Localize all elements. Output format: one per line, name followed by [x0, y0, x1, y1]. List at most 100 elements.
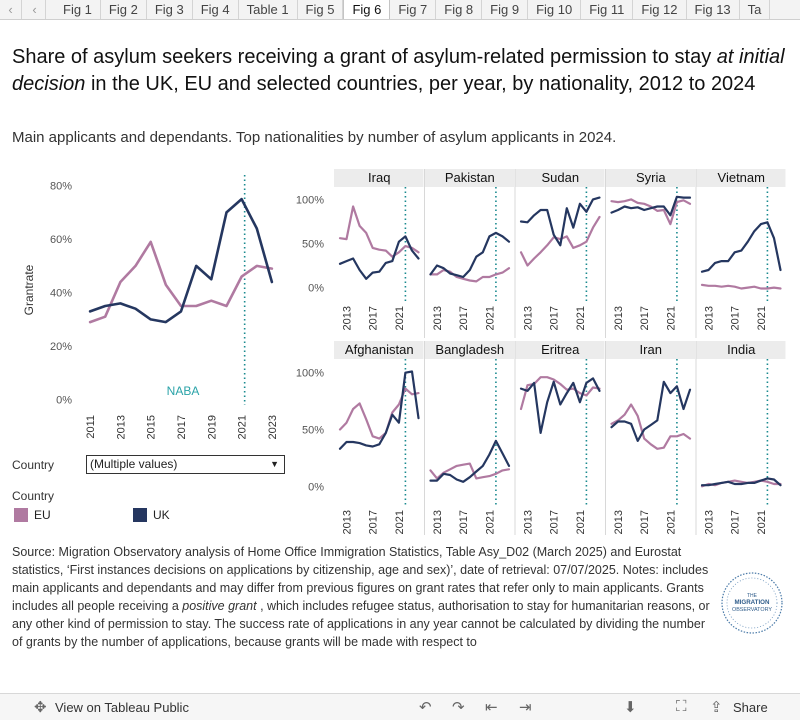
y-tick-label: 40%	[50, 288, 72, 300]
panel-header-bg	[605, 341, 695, 359]
panel-iran[interactable]: Iran 2013 2017 2021	[605, 341, 696, 535]
x-tick-label: 2017	[368, 306, 380, 330]
x-tick-label: 2017	[730, 306, 742, 330]
x-tick-label: 2021	[756, 306, 768, 330]
annotation-naba: NABA	[167, 384, 200, 398]
panel-header-bg	[696, 341, 786, 359]
page-subtitle: Main applicants and dependants. Top nati…	[12, 129, 617, 146]
x-tick-label: 2013	[523, 306, 535, 330]
title-part1: Share of asylum seekers receiving a gran…	[12, 46, 717, 68]
x-tick-label: 2021	[237, 415, 249, 439]
y-tick-label: 0%	[308, 283, 324, 295]
panel-header-bg	[605, 169, 695, 187]
panel-title: India	[727, 342, 756, 357]
x-tick-label: 2017	[458, 510, 470, 534]
tab-fig-7[interactable]: Fig 7	[390, 0, 437, 19]
tab-fig-5[interactable]: Fig 5	[297, 0, 344, 19]
panel-afghanistan[interactable]: Afghanistan 2013 2017 2021	[334, 341, 424, 534]
tab-fig-1[interactable]: Fig 1	[55, 0, 101, 19]
y-tick-label: 50%	[302, 239, 324, 251]
redo-icon[interactable]: ↷	[452, 699, 465, 716]
revert-icon[interactable]: ⇤	[485, 699, 498, 716]
source-text-2: , which includes refugee status, authori…	[12, 599, 710, 649]
panel-bangladesh[interactable]: Bangladesh 2013 2017 2021	[424, 341, 515, 535]
x-tick-label: 2017	[549, 306, 561, 330]
panel-header-bg	[334, 341, 424, 359]
legend-label-eu: EU	[34, 508, 51, 522]
tab-fig-10[interactable]: Fig 10	[528, 0, 582, 19]
series-line-uk	[338, 370, 420, 450]
panel-sudan[interactable]: Sudan 2013 2017 2021	[514, 169, 605, 338]
x-tick-label: 2021	[665, 306, 677, 330]
series-line-uk	[429, 439, 511, 483]
share-icon[interactable]: ⇪	[710, 699, 723, 716]
tab-fig-6[interactable]: Fig 6	[343, 0, 391, 19]
tab-fig-4[interactable]: Fig 4	[192, 0, 239, 19]
dropdown-arrow-icon: ▼	[270, 459, 279, 469]
x-tick-label: 2013	[523, 510, 535, 534]
tab-fig-8[interactable]: Fig 8	[436, 0, 483, 19]
tab-scroll-prev-icon[interactable]: ‹	[24, 0, 46, 19]
x-tick-label: 2021	[665, 510, 677, 534]
legend-swatch-eu	[14, 508, 28, 522]
country-filter-dropdown[interactable]: (Multiple values) ▼	[86, 455, 285, 474]
tab-table-1[interactable]: Table 1	[238, 0, 298, 19]
undo-icon[interactable]: ↶	[419, 699, 432, 716]
y-tick-label: 20%	[50, 341, 72, 353]
x-tick-label: 2019	[206, 415, 218, 439]
series-line-uk	[610, 195, 692, 217]
tab-fig-9[interactable]: Fig 9	[482, 0, 529, 19]
panel-header-bg	[334, 169, 424, 187]
panel-header-bg	[424, 169, 514, 187]
x-tick-label: 2017	[368, 510, 380, 534]
y-tick-label: 0%	[308, 481, 324, 493]
nationality-small-multiples[interactable]: Iraq 2013 2017 2021 0% 50% 100% Pakistan 2013 201…	[296, 150, 800, 535]
main-line-chart[interactable]: 0% 20% 40% 60% 80% Grantrate 2011 2013 2015 2017 2…	[0, 150, 290, 455]
series-line-uk	[700, 221, 782, 273]
series-line-uk	[700, 477, 782, 487]
x-tick-label: 2013	[432, 510, 444, 534]
panel-iraq[interactable]: Iraq 2013 2017 2021	[334, 169, 424, 330]
legend-item-uk[interactable]: UK	[133, 508, 170, 522]
legend-swatch-uk	[133, 508, 147, 522]
series-line-uk	[88, 197, 274, 324]
series-line-eu	[338, 387, 420, 440]
view-on-tableau-public-link[interactable]: View on Tableau Public	[55, 700, 189, 715]
series-line-eu	[700, 479, 782, 488]
y-tick-label: 80%	[50, 181, 72, 193]
x-tick-label: 2017	[730, 510, 742, 534]
y-tick-label: 100%	[296, 194, 324, 206]
sheet-tabs: Fig 1 Fig 2 Fig 3 Fig 4 Table 1 Fig 5 Fig 6 Fig…	[55, 0, 771, 19]
tab-fig-3[interactable]: Fig 3	[146, 0, 193, 19]
tab-scroll-first-icon[interactable]: ‹	[0, 0, 22, 19]
fullscreen-icon[interactable]: ⛶	[676, 698, 687, 715]
series-line-uk	[610, 380, 692, 442]
pause-icon[interactable]: ⇥	[519, 699, 532, 716]
panel-syria[interactable]: Syria 2013 2017 2021	[605, 169, 696, 338]
tab-fig-2[interactable]: Fig 2	[100, 0, 147, 19]
series-line-eu	[610, 198, 692, 226]
panel-india[interactable]: India 2013 2017 2021	[695, 341, 786, 535]
x-tick-label: 2013	[613, 510, 625, 534]
tab-ta[interactable]: Ta	[739, 0, 771, 19]
share-button[interactable]: Share	[733, 700, 768, 715]
panel-title: Bangladesh	[435, 342, 504, 357]
download-icon[interactable]: ⬇	[624, 699, 637, 716]
legend-item-eu[interactable]: EU	[14, 508, 51, 522]
x-tick-label: 2013	[342, 306, 354, 330]
tableau-toolbar: ✥ View on Tableau Public ↶ ↷ ⇤ ⇥ ⬇ ⛶ ⇪ S…	[0, 693, 800, 720]
x-tick-label: 2017	[458, 306, 470, 330]
y-tick-label: 60%	[50, 234, 72, 246]
x-tick-label: 2021	[575, 306, 587, 330]
panel-title: Syria	[636, 170, 666, 185]
panel-pakistan[interactable]: Pakistan 2013 2017 2021	[424, 169, 515, 338]
x-tick-label: 2017	[176, 415, 188, 439]
panel-vietnam[interactable]: Vietnam 2013 2017 2021	[695, 169, 786, 338]
panel-title: Iraq	[368, 170, 390, 185]
y-tick-label: 50%	[302, 425, 324, 437]
tab-fig-11[interactable]: Fig 11	[581, 0, 634, 19]
tab-fig-13[interactable]: Fig 13	[686, 0, 740, 19]
legend-title: Country	[12, 489, 55, 503]
tab-fig-12[interactable]: Fig 12	[633, 0, 687, 19]
panel-eritrea[interactable]: Eritrea 2013 2017 2021	[514, 341, 605, 535]
